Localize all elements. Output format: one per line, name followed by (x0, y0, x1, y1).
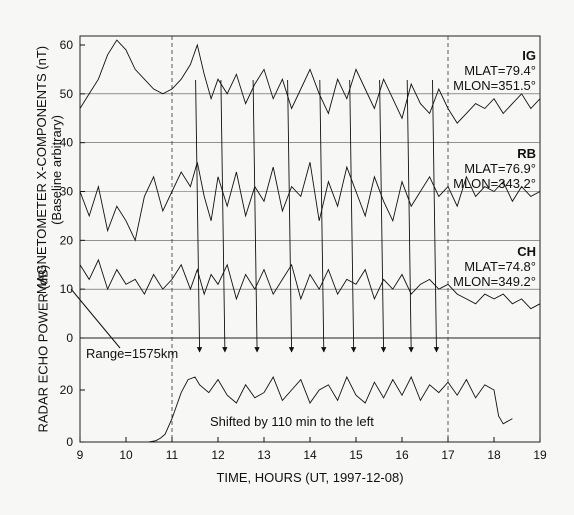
x-tick-label: 15 (349, 448, 363, 462)
upper-y-axis-label: MAGNETOMETER X-COMPONENTS (nT) (Baseline… (34, 45, 64, 295)
event-arrow (195, 79, 203, 353)
event-arrow (432, 79, 440, 353)
x-tick-label: 19 (533, 448, 547, 462)
station-mlon: MLON=351.5° (453, 78, 536, 93)
station-name: CH (517, 244, 536, 259)
y-tick-label: 10 (60, 282, 74, 296)
plot-frame (79, 35, 541, 443)
event-arrow (406, 79, 414, 353)
range-annotation: Range=1575km (86, 346, 179, 361)
x-axis-label: TIME, HOURS (UT, 1997-12-08) (216, 470, 404, 485)
y-tick-label: 20 (60, 233, 74, 247)
series-line-ch (79, 258, 541, 310)
event-arrow (252, 79, 260, 353)
x-tick-label: 11 (166, 448, 179, 462)
x-tick-label: 14 (303, 448, 317, 462)
station-name: IG (522, 48, 536, 63)
station-label-rb: RB MLAT=76.9° MLON=343.2° (440, 146, 536, 191)
lower-y-axis-title: RADAR ECHO POWER (dB) (35, 264, 51, 433)
station-mlat: MLAT=74.8° (464, 259, 536, 274)
shift-annotation: Shifted by 110 min to the left (210, 414, 374, 429)
x-tick-label: 18 (487, 448, 501, 462)
event-arrow (220, 79, 228, 353)
range-pointer (70, 288, 121, 349)
y-tick-label: 20 (60, 383, 74, 397)
x-tick-label: 16 (395, 448, 409, 462)
station-mlat: MLAT=76.9° (464, 161, 536, 176)
x-tick-label: 9 (77, 448, 84, 462)
x-tick-label: 17 (441, 448, 455, 462)
upper-y-axis-subtitle: (Baseline arbitrary) (49, 115, 64, 225)
y-tick-label: 40 (60, 136, 74, 150)
event-arrow (349, 79, 357, 353)
y-tick-label: 0 (66, 435, 73, 449)
station-mlon: MLON=349.2° (453, 274, 536, 289)
event-arrow (287, 79, 295, 353)
lower-y-axis-label: RADAR ECHO POWER (dB) (35, 264, 51, 433)
upper-y-axis-title: MAGNETOMETER X-COMPONENTS (nT) (34, 45, 49, 295)
event-arrow (319, 79, 327, 353)
station-name: RB (517, 146, 536, 161)
station-mlon: MLON=343.2° (453, 176, 536, 191)
x-tick-label: 10 (119, 448, 133, 462)
y-tick-label: 0 (66, 331, 73, 345)
x-tick-label: 13 (257, 448, 271, 462)
station-label-ch: CH MLAT=74.8° MLON=349.2° (440, 244, 536, 289)
y-tick-label: 30 (60, 185, 74, 199)
series-line-radar-echo (148, 375, 513, 443)
event-arrow (379, 79, 387, 353)
series-line-rb (79, 162, 541, 242)
y-tick-label: 60 (60, 38, 74, 52)
x-tick-label: 12 (211, 448, 225, 462)
series-line-ig (79, 39, 541, 124)
y-tick-label: 50 (60, 87, 74, 101)
station-label-ig: IG MLAT=79.4° MLON=351.5° (440, 48, 536, 93)
station-mlat: MLAT=79.4° (464, 63, 536, 78)
